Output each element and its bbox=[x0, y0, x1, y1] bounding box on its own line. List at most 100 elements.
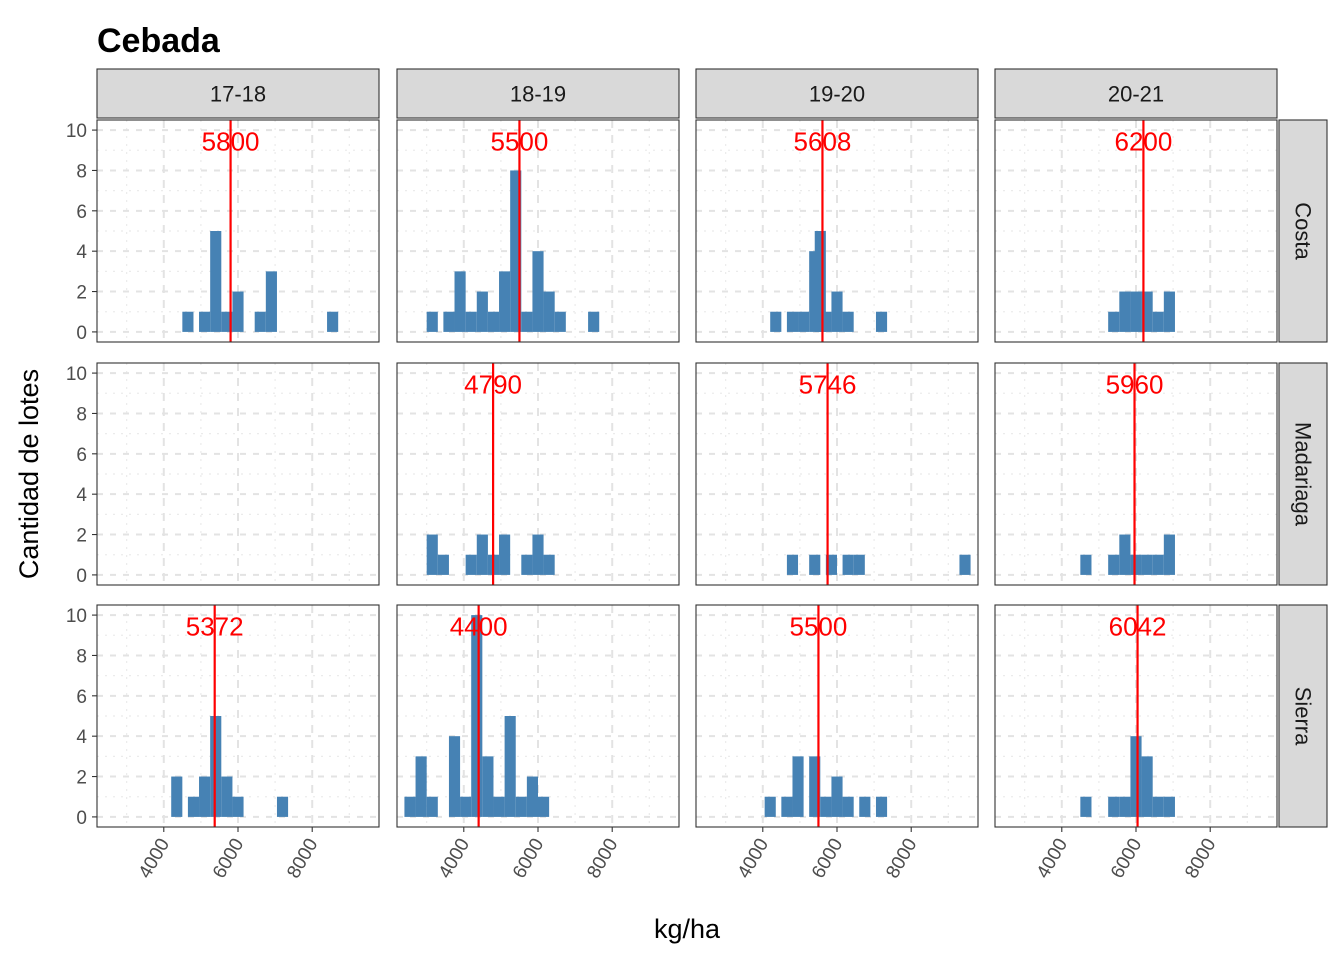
histogram-bar bbox=[809, 756, 821, 817]
histogram-bar bbox=[187, 796, 200, 817]
y-tick-label: 6 bbox=[76, 202, 87, 223]
median-label: 6200 bbox=[1114, 126, 1172, 156]
y-tick-label: 6 bbox=[76, 687, 87, 708]
histogram-bar bbox=[786, 554, 799, 575]
y-tick-label: 4 bbox=[76, 485, 87, 506]
histogram-bar bbox=[798, 311, 810, 332]
histogram-bar bbox=[1152, 311, 1164, 332]
y-tick-label: 6 bbox=[76, 445, 87, 466]
column-strip-label: 17-18 bbox=[210, 82, 266, 107]
histogram-bar bbox=[471, 615, 483, 817]
panel-20-21-costa: 6200 bbox=[994, 119, 1278, 343]
panel-19-20-sierra: 5500 4000 6000 8000 bbox=[695, 604, 979, 882]
panel-border bbox=[695, 362, 979, 586]
histogram-bar bbox=[460, 796, 472, 817]
histogram-bar bbox=[426, 796, 438, 817]
x-axis-title: kg/ha bbox=[654, 914, 721, 944]
column-strip-label: 20-21 bbox=[1108, 82, 1164, 107]
y-tick-label: 0 bbox=[76, 323, 87, 344]
x-tick-label: 4000 bbox=[734, 835, 773, 882]
histogram-bar bbox=[199, 776, 211, 817]
histogram-bar bbox=[493, 796, 505, 817]
histogram-bar bbox=[199, 311, 211, 332]
histogram-bar bbox=[1119, 796, 1131, 817]
histogram-bar bbox=[831, 291, 843, 332]
panel-border bbox=[994, 119, 1278, 343]
histogram-bar bbox=[521, 554, 533, 575]
histogram-bar bbox=[959, 554, 971, 575]
histogram-bar bbox=[499, 271, 511, 332]
histogram-bar bbox=[327, 311, 339, 332]
histogram-bar bbox=[454, 271, 466, 332]
histogram-bar bbox=[487, 311, 500, 332]
histogram-bar bbox=[465, 554, 477, 575]
histogram-bar bbox=[853, 554, 865, 575]
histogram-bar bbox=[182, 311, 194, 332]
y-tick-label: 10 bbox=[66, 606, 87, 627]
panel-18-19-madariaga: 4790 bbox=[396, 362, 680, 586]
median-label: 5500 bbox=[790, 611, 848, 641]
histogram-bar bbox=[532, 251, 544, 332]
median-label: 6042 bbox=[1109, 611, 1167, 641]
panel-20-21-madariaga: 5960 bbox=[994, 362, 1278, 586]
histogram-bar bbox=[1163, 291, 1175, 332]
histogram-bar bbox=[1108, 554, 1120, 575]
histogram-bar bbox=[504, 716, 516, 817]
x-tick-label: 6000 bbox=[808, 835, 847, 882]
median-label: 4790 bbox=[464, 369, 522, 399]
histogram-bar bbox=[1080, 796, 1092, 817]
column-strip-18-19 bbox=[396, 68, 680, 119]
histogram-bar bbox=[232, 291, 244, 332]
panel-17-18-sierra: 5372 0 2 4 6 8 10 4000 6000 8000 bbox=[66, 604, 380, 882]
chart-title: Cebada bbox=[97, 22, 221, 60]
histogram-bar bbox=[265, 271, 277, 332]
histogram-bar bbox=[543, 291, 555, 332]
histogram-bar bbox=[786, 311, 799, 332]
histogram-bar bbox=[448, 736, 461, 817]
panel-border bbox=[994, 362, 1278, 586]
x-tick-label: 8000 bbox=[583, 835, 622, 882]
panel-19-20-costa: 5608 bbox=[695, 119, 979, 343]
histogram-bar bbox=[254, 311, 266, 332]
histogram-bar bbox=[499, 534, 511, 575]
y-tick-label: 8 bbox=[76, 161, 87, 182]
median-label: 4400 bbox=[450, 611, 508, 641]
histogram-bar bbox=[842, 796, 854, 817]
row-strip-costa bbox=[1278, 119, 1328, 343]
panel-border bbox=[96, 362, 380, 586]
histogram-bar bbox=[1163, 796, 1175, 817]
x-tick-label: 6000 bbox=[509, 835, 548, 882]
histogram-bar bbox=[770, 311, 782, 332]
y-tick-label: 0 bbox=[76, 566, 87, 587]
panel-17-18-madariaga: 0 2 4 6 8 10 bbox=[66, 362, 380, 587]
histogram-bar bbox=[171, 776, 183, 817]
x-tick-label: 6000 bbox=[1107, 835, 1146, 882]
histogram-bar bbox=[515, 796, 527, 817]
y-tick-label: 8 bbox=[76, 404, 87, 425]
histogram-bar bbox=[820, 796, 832, 817]
histogram-bar bbox=[404, 796, 416, 817]
row-strip-sierra bbox=[1278, 604, 1328, 828]
y-axis-title: Cantidad de lotes bbox=[14, 369, 44, 579]
histogram-bar bbox=[1152, 554, 1164, 575]
median-label: 5372 bbox=[186, 611, 244, 641]
x-tick-label: 6000 bbox=[209, 835, 248, 882]
panel-20-21-sierra: 6042 4000 6000 8000 bbox=[994, 604, 1278, 882]
histogram-bar bbox=[221, 776, 233, 817]
histogram-bar bbox=[825, 554, 837, 575]
x-tick-label: 4000 bbox=[1033, 835, 1072, 882]
histogram-bar bbox=[476, 534, 488, 575]
panel-18-19-costa: 5500 bbox=[396, 119, 680, 343]
y-tick-label: 8 bbox=[76, 646, 87, 667]
histogram-bar bbox=[543, 554, 555, 575]
histogram-bar bbox=[1119, 291, 1131, 332]
histogram-bar bbox=[781, 796, 793, 817]
histogram-bar bbox=[1130, 554, 1142, 575]
histogram-bar bbox=[538, 796, 550, 817]
y-tick-label: 2 bbox=[76, 526, 87, 547]
histogram-bar bbox=[820, 311, 832, 332]
y-tick-label: 2 bbox=[76, 768, 87, 789]
histogram-bar bbox=[426, 311, 438, 332]
histogram-bar bbox=[276, 796, 289, 817]
